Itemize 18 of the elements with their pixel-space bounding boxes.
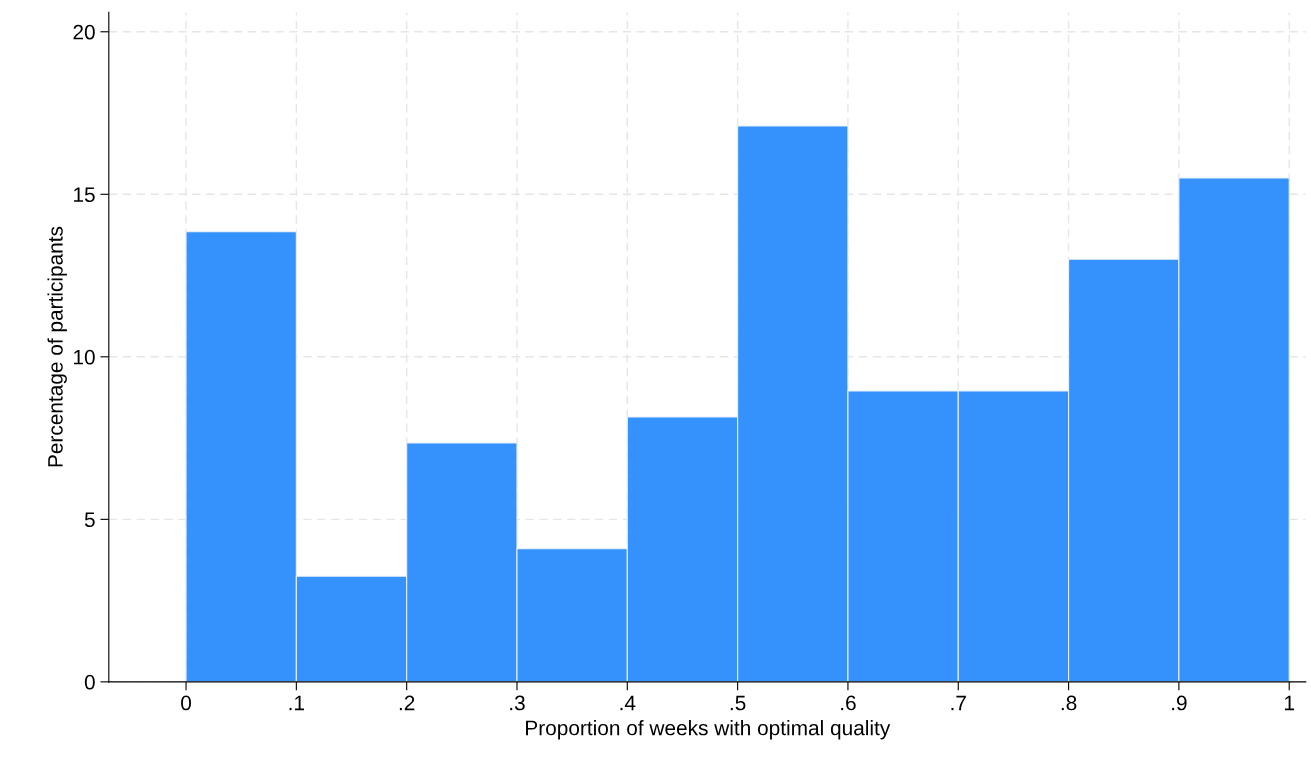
x-tick-label: .9	[1172, 695, 1187, 711]
x-tick-label: .2	[399, 695, 415, 711]
x-tick-label: .5	[730, 695, 746, 711]
x-tick-label: .3	[510, 695, 525, 711]
y-tick-label: 0	[84, 674, 95, 690]
x-tick-label: 1	[1285, 695, 1294, 711]
y-tick-label: 5	[84, 512, 95, 528]
y-tick-label: 15	[74, 187, 95, 203]
x-axis-title: Proportion of weeks with optimal quality	[526, 720, 891, 740]
x-tick-label: 0	[181, 695, 192, 711]
x-tick-label: .4	[620, 695, 636, 711]
x-tick-label: .8	[1061, 695, 1077, 711]
y-axis-title: Percentage of participants	[47, 226, 67, 467]
x-tick-label: .7	[951, 695, 966, 711]
y-tick-label: 20	[73, 24, 95, 40]
x-tick-label: .6	[841, 695, 856, 711]
x-tick-label: .1	[289, 695, 305, 711]
y-tick-label: 10	[74, 349, 95, 365]
